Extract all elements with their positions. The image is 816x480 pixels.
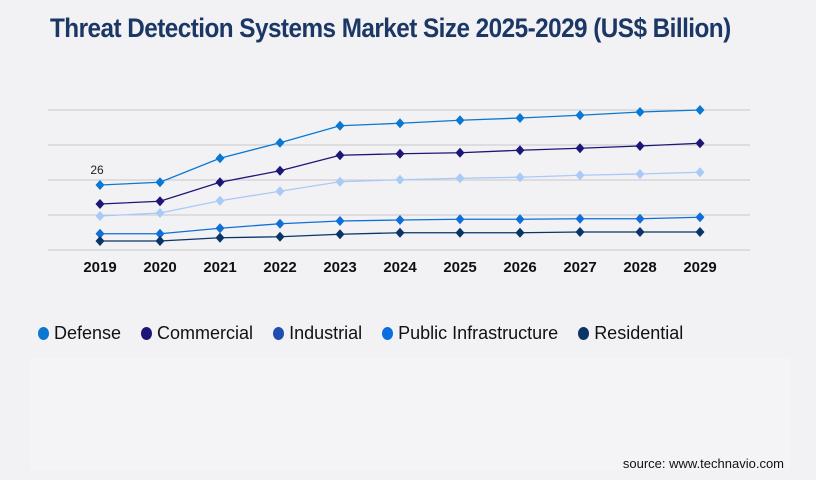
data-point	[95, 236, 105, 246]
data-point	[95, 211, 105, 221]
x-tick-label: 2028	[623, 259, 656, 276]
data-point	[515, 227, 525, 238]
data-point	[335, 229, 345, 240]
source-note: source: www.technavio.com	[622, 456, 784, 471]
legend-item: Industrial	[273, 323, 362, 344]
data-point	[215, 232, 225, 243]
x-tick-label: 2021	[203, 259, 236, 276]
legend-item: Public Infrastructure	[382, 323, 558, 344]
data-point	[335, 176, 345, 187]
data-point	[635, 227, 645, 237]
data-point	[695, 227, 705, 237]
legend-label: Residential	[594, 323, 684, 343]
data-point	[335, 216, 345, 226]
x-tick-label: 2027	[563, 259, 596, 276]
x-tick-label: 2024	[383, 259, 417, 276]
data-point	[215, 177, 225, 188]
data-point	[215, 195, 225, 206]
data-point	[395, 148, 405, 159]
legend-label: Industrial	[289, 323, 363, 343]
line-chart: 2019 2020 2021 2022 2023 2024 2025 2026 2027 2028…	[48, 105, 750, 276]
chart-title: Threat Detection Systems Market Size 202…	[50, 13, 731, 43]
data-point	[695, 138, 705, 149]
data-point	[575, 227, 585, 237]
legend-label: Commercial	[157, 323, 254, 343]
data-point	[575, 170, 585, 181]
data-point	[455, 227, 465, 238]
legend-marker-icon	[273, 327, 285, 340]
data-point	[155, 228, 165, 239]
data-point	[95, 180, 105, 190]
data-point	[275, 186, 285, 197]
x-tick-label: 2019	[83, 259, 116, 276]
legend-label: Public Infrastructure	[398, 323, 559, 343]
data-point	[455, 147, 465, 158]
data-point	[155, 208, 165, 218]
data-point	[515, 145, 525, 156]
data-point	[335, 150, 345, 161]
data-point	[695, 105, 705, 115]
data-point	[635, 107, 645, 117]
legend-label: Defense	[54, 323, 122, 343]
x-tick-label: 2023	[323, 259, 356, 276]
x-tick-label: 2026	[503, 259, 536, 276]
data-point	[695, 167, 705, 178]
legend-item: Defense	[38, 323, 121, 344]
data-point	[455, 214, 465, 225]
legend: Defense Commercial Industrial Public Infras…	[38, 323, 683, 344]
data-point	[215, 153, 225, 164]
background-panel	[30, 358, 790, 470]
data-point	[335, 120, 345, 131]
data-point	[215, 223, 225, 234]
legend-item: Residential	[578, 323, 683, 344]
data-point	[275, 218, 285, 229]
data-point	[575, 213, 585, 224]
legend-marker-icon	[578, 327, 590, 340]
x-tick-label: 2025	[443, 259, 476, 276]
data-point	[515, 172, 525, 183]
data-point	[395, 174, 405, 185]
data-point	[275, 165, 285, 176]
data-point	[515, 113, 525, 123]
legend-marker-icon	[382, 327, 394, 340]
data-point	[155, 196, 165, 207]
data-point	[455, 115, 465, 126]
data-point	[395, 227, 405, 238]
data-label: 26	[90, 163, 104, 177]
data-point	[455, 173, 465, 184]
data-point	[155, 177, 165, 188]
data-point	[95, 228, 105, 239]
legend-item: Commercial	[141, 323, 253, 344]
data-point	[575, 143, 585, 154]
legend-marker-icon	[141, 327, 153, 340]
data-point	[575, 110, 585, 121]
data-point	[275, 137, 285, 148]
data-point	[515, 214, 525, 225]
data-point	[275, 231, 285, 242]
x-tick-label: 2022	[263, 259, 296, 276]
data-point	[155, 236, 165, 246]
x-tick-label: 2029	[683, 259, 716, 276]
data-point	[635, 169, 645, 179]
data-point	[695, 212, 705, 223]
data-point	[635, 141, 645, 151]
x-tick-label: 2020	[143, 259, 176, 276]
legend-marker-icon	[38, 327, 49, 340]
data-point	[395, 215, 405, 225]
data-point	[635, 213, 645, 224]
data-point	[395, 118, 405, 129]
data-point	[95, 199, 105, 209]
